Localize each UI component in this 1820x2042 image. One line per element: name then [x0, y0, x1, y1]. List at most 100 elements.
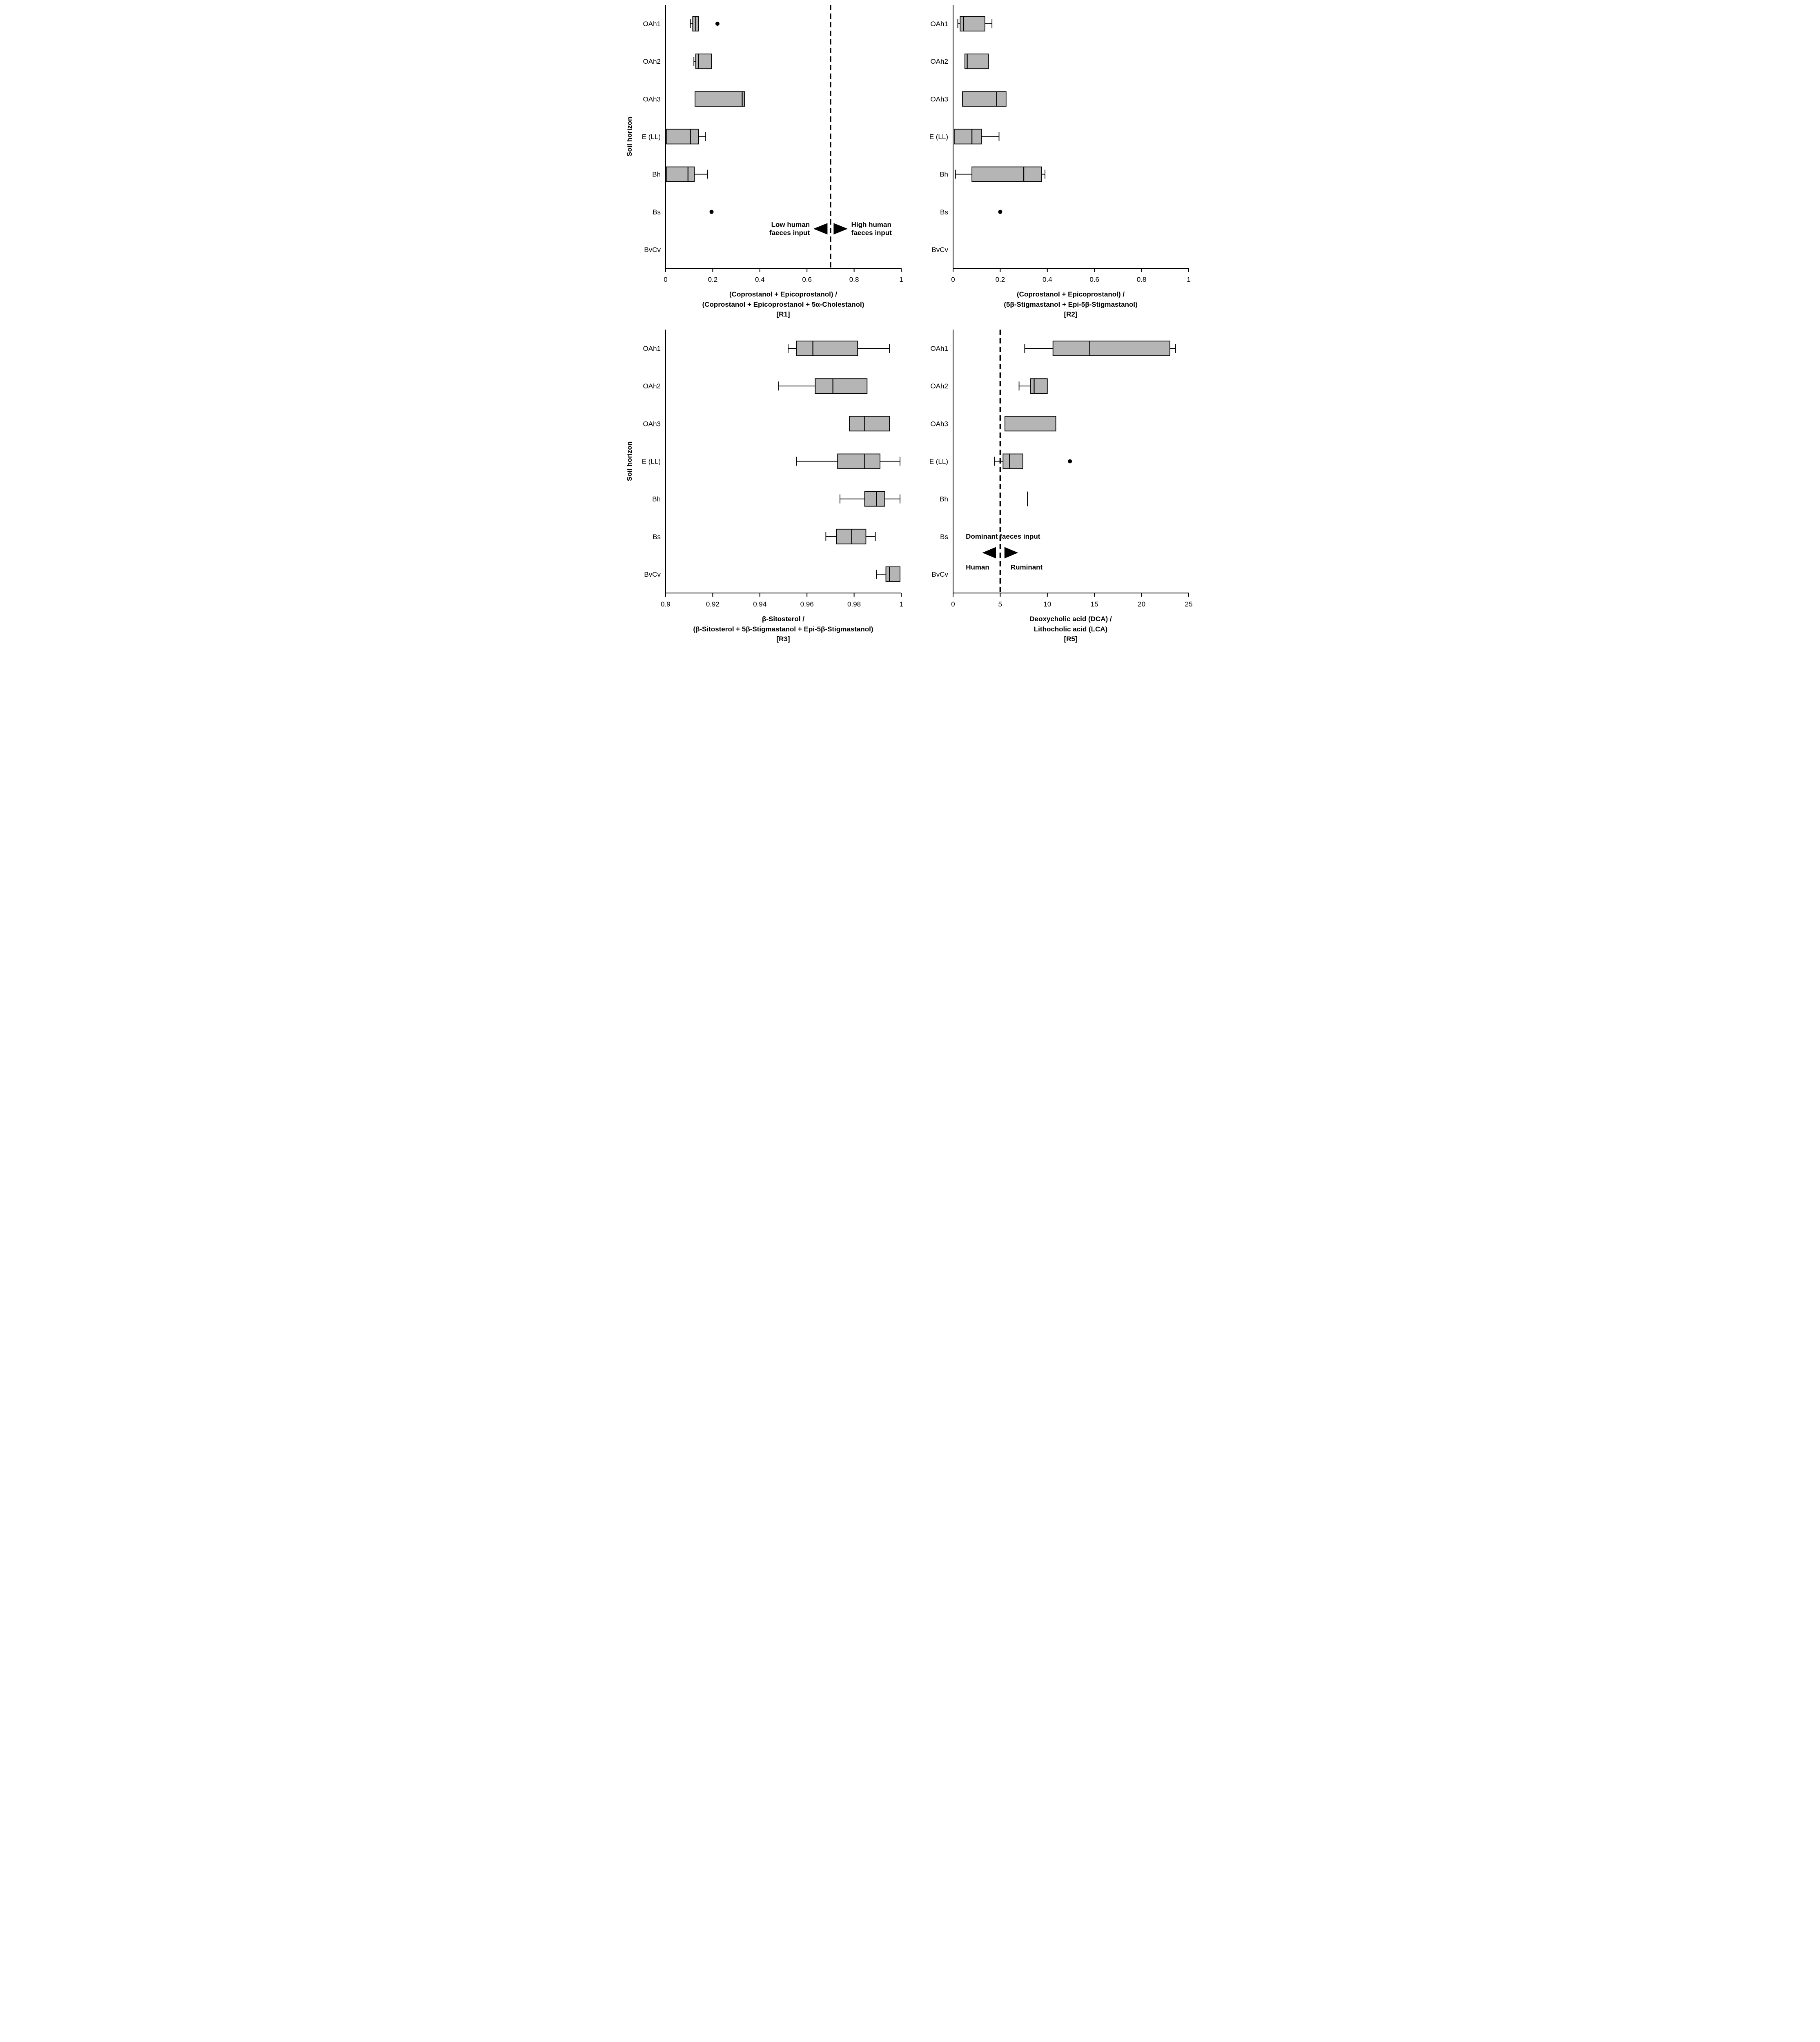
boxplot-figure: 0 0.2 0.4 0.6 0.8 1 OAh1 OAh2 OAh3 E (LL) Bh Bs BvCv… [622, 0, 1198, 655]
panel-grid: 0 0.2 0.4 0.6 0.8 1 OAh1 OAh2 OAh3 E (LL) Bh Bs BvCv… [623, 2, 1198, 651]
box-row-OAh2 [693, 54, 712, 69]
axis-title-line: (Coprostanol + Epicoprostanol) / [729, 290, 837, 298]
category-label: Bs [940, 533, 948, 541]
box [795, 341, 858, 356]
outlier-point [1067, 459, 1072, 464]
x-tick-label: 20 [1138, 600, 1145, 608]
x-tick-label: 0.94 [753, 600, 766, 608]
direction-arrow [1004, 547, 1018, 559]
axis-title-ratio-id: [R1] [776, 310, 790, 319]
box-row-Bs [825, 528, 875, 544]
category-label: Bh [652, 171, 661, 178]
direction-arrow [833, 223, 848, 235]
box [1052, 341, 1170, 356]
axis-title-line: Deoxycholic acid (DCA) / [1029, 615, 1112, 623]
x-tick-label: 10 [1043, 600, 1051, 608]
x-tick-label: 0.6 [802, 276, 812, 283]
annotation-text: Dominant faeces input [966, 533, 1040, 540]
x-axis-title-r1: (Coprostanol + Epicoprostanol) / (Copros… [666, 290, 901, 320]
box [694, 91, 745, 107]
category-label: OAh3 [643, 420, 660, 428]
direction-arrow [982, 547, 996, 559]
category-label: Bs [940, 208, 948, 216]
box [835, 528, 866, 544]
x-tick-label: 0.9 [661, 600, 671, 608]
x-tick-label: 0.2 [708, 276, 717, 283]
annotation-text: Ruminant [1010, 563, 1043, 571]
panel-r5: 0 5 10 15 20 25 OAh1 OAh2 OAh3 E (LL) Bh Bs BvCv Domi… [910, 326, 1198, 651]
x-tick-label: 0.8 [849, 276, 859, 283]
box [964, 54, 989, 69]
x-axis-title-r3: β-Sitosterol / (β-Sitosterol + 5β-Stigma… [666, 614, 901, 644]
box-row-OAh2 [778, 378, 867, 394]
axis-title-line: (5β-Stigmastanol + Epi-5β-Stigmastanol) [1004, 300, 1138, 308]
box [1029, 378, 1048, 394]
box-row-E (LL) [953, 129, 999, 145]
category-label: E (LL) [929, 133, 948, 141]
x-tick-label: 0.98 [847, 600, 861, 608]
box [953, 129, 982, 145]
category-label: E (LL) [642, 457, 660, 465]
axis-title-ratio-id: [R5] [1064, 635, 1078, 643]
category-label: OAh1 [643, 20, 660, 28]
category-label: OAh2 [930, 382, 948, 390]
category-label: Bh [940, 171, 948, 178]
boxplot-chart-r5: 0 5 10 15 20 25 OAh1 OAh2 OAh3 E (LL) Bh Bs BvCv Domi… [929, 329, 1192, 608]
box [885, 566, 900, 582]
box-row-Bh [955, 166, 1045, 182]
box [695, 54, 712, 69]
box-row-OAh3 [694, 91, 745, 107]
outlier-point [709, 210, 714, 214]
category-label: OAh3 [930, 420, 948, 428]
box-row-Bs [709, 210, 714, 214]
x-tick-label: 15 [1090, 600, 1098, 608]
category-label: Bh [940, 495, 948, 503]
x-tick-label: 25 [1185, 600, 1192, 608]
category-label: BvCv [931, 246, 948, 254]
box-row-OAh1 [787, 341, 890, 356]
x-tick-label: 1 [899, 600, 903, 608]
category-label: OAh1 [643, 345, 660, 352]
x-tick-label: 0.6 [1089, 276, 1099, 283]
box-row-OAh1 [957, 16, 992, 31]
boxplot-chart-r3: 0.9 0.92 0.94 0.96 0.98 1 OAh1 OAh2 OAh3 E (LL) Bh… [626, 329, 903, 608]
box-row-OAh3 [1004, 416, 1056, 432]
panel-r1: 0 0.2 0.4 0.6 0.8 1 OAh1 OAh2 OAh3 E (LL) Bh Bs BvCv… [623, 2, 910, 326]
box [666, 166, 695, 182]
category-label: BvCv [931, 571, 948, 578]
x-tick-label: 0 [664, 276, 667, 283]
x-tick-label: 0.92 [706, 600, 719, 608]
category-label: Bh [652, 495, 661, 503]
x-tick-label: 0.2 [995, 276, 1005, 283]
category-label: OAh2 [643, 58, 660, 65]
x-tick-label: 0 [951, 600, 955, 608]
box [959, 16, 985, 31]
box [1002, 453, 1023, 469]
box-row-OAh2 [964, 54, 989, 69]
box [814, 378, 867, 394]
box-row-Bh [839, 491, 900, 507]
box-row-OAh1 [1024, 341, 1176, 356]
axis-title-ratio-id: [R3] [776, 635, 790, 643]
panel-r3: 0.9 0.92 0.94 0.96 0.98 1 OAh1 OAh2 OAh3 E (LL) Bh… [623, 326, 910, 651]
category-label: E (LL) [929, 457, 948, 465]
box-row-Bh [666, 166, 708, 182]
category-label: Bs [653, 208, 661, 216]
axis-title-ratio-id: [R2] [1064, 310, 1078, 319]
boxplot-chart-r1: 0 0.2 0.4 0.6 0.8 1 OAh1 OAh2 OAh3 E (LL) Bh Bs BvCv… [626, 5, 903, 283]
axis-title-line: Lithocholic acid (LCA) [1034, 625, 1108, 633]
box [1004, 416, 1056, 432]
axis-title-line: (Coprostanol + Epicoprostanol) / [1017, 290, 1125, 298]
x-tick-label: 1 [899, 276, 903, 283]
x-tick-label: 0 [951, 276, 955, 283]
category-label: BvCv [644, 246, 661, 254]
x-tick-label: 5 [998, 600, 1002, 608]
box-row-E (LL) [994, 453, 1072, 469]
boxplot-chart-r2: 0 0.2 0.4 0.6 0.8 1 OAh1 OAh2 OAh3 E (LL) Bh Bs BvCv [929, 5, 1190, 283]
axis-title-line: (Coprostanol + Epicoprostanol + 5α-Chole… [702, 300, 864, 308]
outlier-point [715, 22, 720, 26]
box-row-E (LL) [795, 453, 900, 469]
axis-title-line: β-Sitosterol / [762, 615, 804, 623]
category-label: E (LL) [642, 133, 660, 141]
outlier-point [998, 210, 1002, 214]
